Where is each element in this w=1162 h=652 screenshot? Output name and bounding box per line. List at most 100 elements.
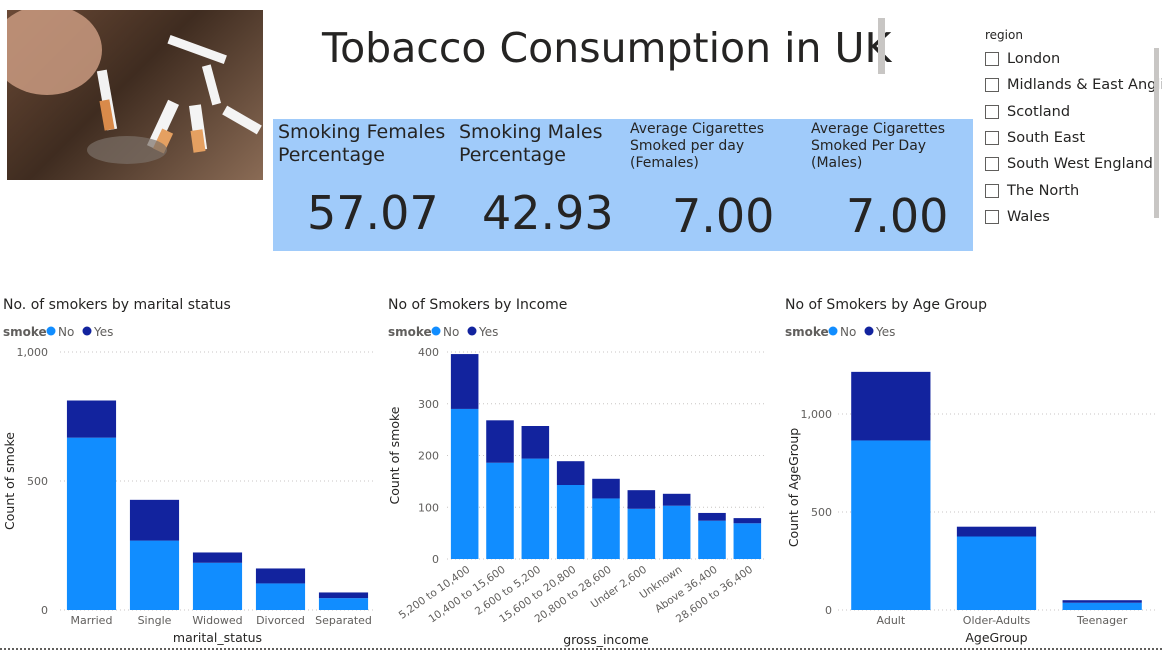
kpi-value: 7.00	[846, 189, 949, 243]
slicer-item-label: The North	[1007, 182, 1080, 199]
bar-segment-no	[129, 540, 180, 610]
bottom-divider	[0, 648, 1162, 650]
slicer-item-label: South East	[1007, 130, 1086, 147]
bar-segment-no	[851, 440, 931, 610]
bar-segment-yes	[662, 493, 691, 506]
slicer-item-label: Midlands & East Anglia	[1007, 77, 1162, 94]
y-axis-label: Count of AgeGroup	[786, 428, 801, 547]
bar-segment-yes	[851, 371, 931, 441]
bar-segment-yes	[66, 400, 117, 438]
chart-marital-status: No. of smokers by marital status smoke No Y…	[2, 297, 375, 645]
y-tick-label: 1,000	[17, 346, 49, 359]
checkbox[interactable]	[985, 209, 999, 224]
bar-segment-yes	[192, 552, 243, 563]
legend-entry: No	[443, 325, 459, 339]
slicer-title: region	[985, 28, 1023, 42]
legend-marker	[46, 326, 56, 336]
bar-segment-yes	[318, 592, 369, 599]
kpi-label: Smoking Females Percentage	[278, 121, 446, 166]
bar-segment-yes	[627, 490, 656, 509]
bar-segment-no	[318, 598, 369, 610]
checkbox[interactable]	[985, 157, 999, 172]
x-axis-label: gross_income	[563, 632, 649, 647]
x-tick-label: Adult	[877, 614, 906, 627]
x-tick-label: Separated	[315, 614, 372, 627]
kpi-card-avg-cigarettes-female[interactable]: Average Cigarettes Smoked per day (Femal…	[625, 119, 805, 251]
slicer-item[interactable]: Midlands & East Anglia	[985, 72, 1162, 98]
bar-segment-yes	[956, 526, 1037, 537]
y-axis-label: Count of smoke	[387, 406, 402, 504]
bar-segment-no	[627, 508, 656, 559]
slicer-item[interactable]: Wales	[985, 204, 1155, 230]
legend-marker	[864, 326, 874, 336]
page-title: Tobacco Consumption in UK	[322, 24, 892, 72]
slicer-scrollbar[interactable]	[1154, 48, 1159, 218]
slicer-item[interactable]: South West England	[985, 151, 1155, 177]
slicer-item-label: London	[1007, 51, 1061, 68]
y-tick-label: 100	[418, 501, 439, 514]
legend-marker	[467, 326, 477, 336]
legend-entry: No	[58, 325, 74, 339]
bar-segment-no	[66, 437, 117, 610]
slicer-item[interactable]: The North	[985, 177, 1155, 203]
slicer-item-label: Scotland	[1007, 103, 1071, 120]
bar-segment-no	[592, 498, 620, 559]
legend-title: smoke	[785, 325, 829, 339]
bar-segment-no	[733, 523, 762, 559]
x-axis-label: AgeGroup	[965, 630, 1027, 645]
cigarette-butts-illustration	[7, 10, 262, 164]
bar-segment-no	[956, 536, 1037, 610]
bar-segment-yes	[698, 512, 726, 521]
bar-segment-yes	[733, 518, 762, 524]
checkbox[interactable]	[985, 78, 999, 93]
bar-segment-no	[192, 562, 243, 610]
bar-segment-no	[556, 484, 585, 559]
kpi-value: 42.93	[482, 186, 614, 240]
y-tick-label: 500	[811, 506, 832, 519]
bar-segment-yes	[486, 420, 514, 463]
checkbox[interactable]	[985, 183, 999, 198]
legend-entry: Yes	[93, 325, 113, 339]
legend-title: smoke	[388, 325, 432, 339]
kpi-value: 57.07	[307, 186, 439, 240]
y-tick-label: 400	[418, 346, 439, 359]
slicer-item[interactable]: London	[985, 46, 1155, 72]
bar-segment-yes	[521, 426, 550, 459]
x-axis-label: marital_status	[173, 630, 262, 645]
bar-segment-yes	[450, 354, 479, 409]
x-tick-label: Married	[71, 614, 113, 627]
bar-segment-no	[698, 520, 726, 559]
legend-title: smoke	[3, 325, 47, 339]
kpi-card-avg-cigarettes-male[interactable]: Average Cigarettes Smoked Per Day (Males…	[806, 119, 973, 251]
y-tick-label: 0	[41, 604, 48, 617]
checkbox[interactable]	[985, 131, 999, 146]
title-accent-bar	[878, 18, 885, 74]
kpi-card-female-percentage[interactable]: Smoking Females Percentage 57.07	[273, 119, 453, 251]
checkbox[interactable]	[985, 52, 999, 67]
bar-segment-yes	[556, 461, 585, 485]
slicer-item[interactable]: South East	[985, 125, 1155, 151]
kpi-band	[273, 119, 973, 251]
bar-segment-yes	[255, 568, 306, 584]
kpi-label: Smoking Males Percentage	[459, 121, 603, 166]
bar-segment-no	[1062, 602, 1142, 610]
bar-segment-yes	[129, 499, 180, 541]
y-tick-label: 300	[418, 398, 439, 411]
legend-marker	[431, 326, 441, 336]
x-tick-label: Divorced	[256, 614, 305, 627]
y-axis-label: Count of smoke	[2, 432, 17, 530]
legend-marker	[828, 326, 838, 336]
kpi-card-male-percentage[interactable]: Smoking Males Percentage 42.93	[454, 119, 624, 251]
checkbox[interactable]	[985, 104, 999, 119]
y-tick-label: 0	[432, 553, 439, 566]
bar-segment-no	[486, 462, 514, 559]
bar-segment-no	[521, 458, 550, 559]
kpi-value: 7.00	[672, 189, 775, 243]
slicer-item[interactable]: Scotland	[985, 99, 1155, 125]
kpi-label: Average Cigarettes Smoked per day (Femal…	[630, 121, 765, 171]
slicer-item-label: South West England	[1007, 156, 1153, 173]
chart-title: No of Smokers by Age Group	[785, 297, 987, 313]
bar-segment-no	[450, 408, 479, 559]
bar-segment-no	[255, 583, 306, 610]
bar-segment-yes	[592, 478, 620, 499]
